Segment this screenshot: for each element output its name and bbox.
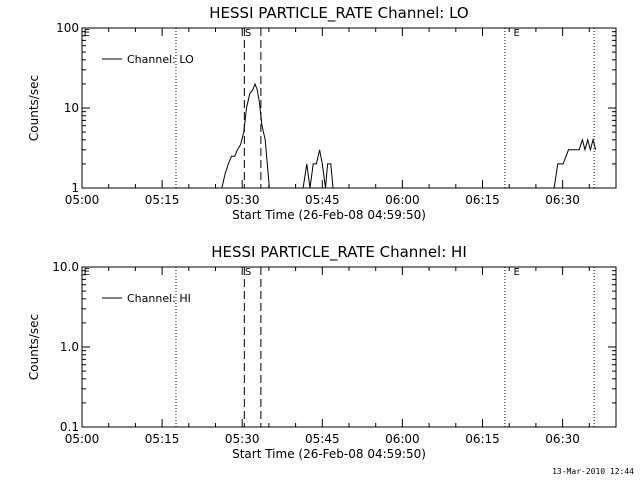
y-tick-label: 1.0 (60, 340, 79, 354)
x-tick-label: 06:00 (385, 193, 420, 207)
x-tick-label: 06:00 (385, 432, 420, 446)
series-line (295, 149, 334, 189)
plot-frame (81, 266, 617, 428)
event-marker-s: S (245, 28, 251, 39)
y-axis-label: Counts/sec (27, 314, 41, 380)
plot-frame (81, 27, 617, 189)
x-tick-label: 05:15 (145, 193, 180, 207)
x-tick-label: 05:15 (145, 432, 180, 446)
x-axis-label: Start Time (26-Feb-08 04:59:50) (232, 447, 426, 461)
event-marker-e: E (513, 267, 519, 278)
x-tick-label: 06:30 (545, 193, 580, 207)
x-tick-label: 05:45 (305, 432, 340, 446)
x-tick-label: 05:00 (65, 432, 100, 446)
plot-timestamp: 13-Mar-2010 12:44 (552, 467, 634, 476)
y-tick-label: 100 (56, 21, 79, 35)
x-tick-label: 06:15 (465, 193, 500, 207)
legend-label: Channel: HI (127, 292, 191, 305)
chart-title: HESSI PARTICLE_RATE Channel: LO (209, 4, 468, 23)
y-tick-label: 10.0 (52, 260, 79, 274)
event-marker-e: E (84, 28, 90, 39)
y-tick-label: 10 (64, 101, 79, 115)
x-tick-label: 06:30 (545, 432, 580, 446)
x-tick-label: 05:45 (305, 193, 340, 207)
panel-lo: HESSI PARTICLE_RATE Channel: LO 05:00 05:1… (27, 4, 617, 222)
legend-label: Channel: LO (127, 53, 194, 66)
x-axis-label: Start Time (26-Feb-08 04:59:50) (232, 208, 426, 222)
chart-title: HESSI PARTICLE_RATE Channel: HI (211, 243, 467, 262)
event-marker-e: E (84, 267, 90, 278)
x-tick-label: 06:15 (465, 432, 500, 446)
y-tick-label: 1 (71, 181, 79, 195)
y-axis-label: Counts/sec (27, 75, 41, 141)
x-tick-label: 05:30 (225, 432, 260, 446)
y-tick-label: 0.1 (60, 420, 79, 434)
series-line (553, 137, 597, 189)
x-tick-label: 05:30 (225, 193, 260, 207)
x-tick-label: 05:00 (65, 193, 100, 207)
series-line (221, 82, 270, 189)
panel-hi: HESSI PARTICLE_RATE Channel: HI 05:00 05:1… (27, 243, 617, 461)
event-marker-e: E (513, 28, 519, 39)
event-marker-s: S (245, 267, 251, 278)
